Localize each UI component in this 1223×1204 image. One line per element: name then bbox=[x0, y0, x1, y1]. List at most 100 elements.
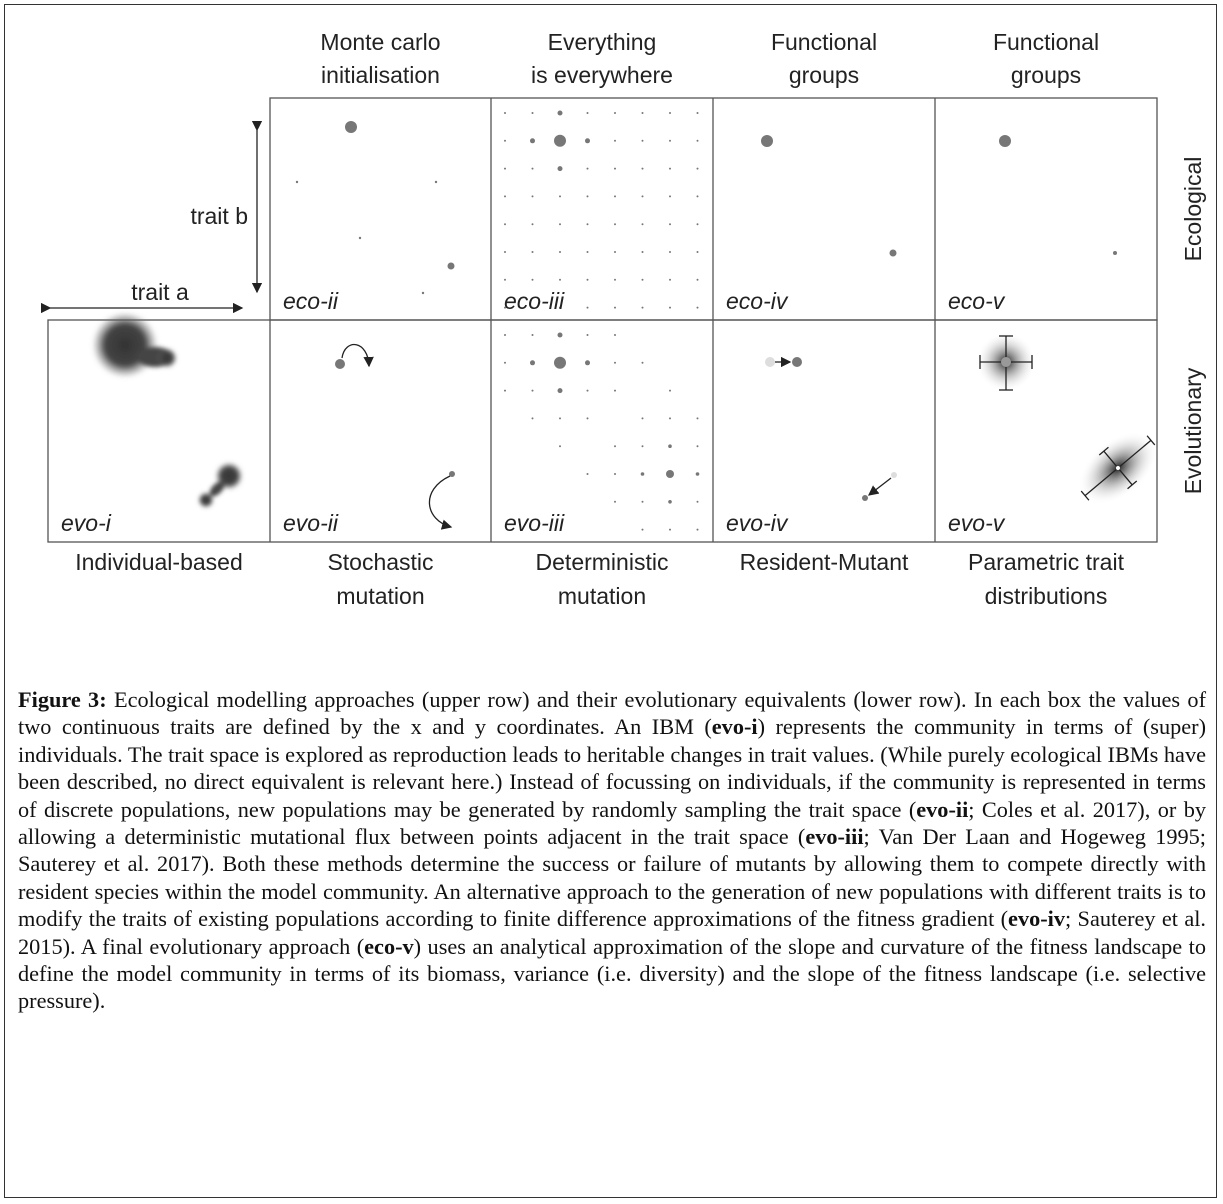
dot bbox=[504, 389, 506, 392]
grid-boxes bbox=[47, 97, 1158, 543]
axis-arrows bbox=[40, 120, 263, 314]
method-label: Parametric trait bbox=[968, 549, 1125, 575]
dot bbox=[668, 500, 672, 504]
dot bbox=[614, 361, 616, 364]
dot bbox=[669, 528, 671, 531]
dot bbox=[696, 500, 699, 503]
dot bbox=[696, 306, 699, 309]
dot bbox=[531, 251, 534, 253]
dot bbox=[504, 139, 506, 142]
caption: Figure 3: Ecological modelling approache… bbox=[18, 686, 1206, 1015]
column-header: Functional bbox=[771, 29, 877, 55]
dot bbox=[696, 445, 699, 448]
dot bbox=[614, 473, 616, 475]
dot bbox=[559, 223, 561, 226]
caption-text: Ecological modelling approaches (upper r… bbox=[18, 687, 1206, 740]
dot bbox=[641, 112, 644, 114]
dot bbox=[614, 334, 616, 336]
dot bbox=[504, 278, 506, 281]
dot bbox=[531, 306, 534, 309]
method-label: Resident-Mutant bbox=[740, 549, 909, 575]
dot bbox=[586, 278, 589, 281]
dot bbox=[530, 360, 535, 366]
cell-label: eco-iii bbox=[504, 288, 565, 314]
dot bbox=[554, 134, 566, 147]
dot bbox=[695, 472, 700, 476]
dot bbox=[504, 112, 506, 114]
dot bbox=[531, 167, 534, 170]
dot bbox=[614, 167, 616, 170]
dot bbox=[614, 278, 616, 281]
dot bbox=[669, 389, 671, 392]
column-header: groups bbox=[1011, 62, 1081, 88]
caption-text: ) uses an analytical approximation of th… bbox=[18, 933, 1206, 1014]
dot bbox=[641, 223, 644, 226]
dot bbox=[614, 445, 616, 448]
dot bbox=[614, 195, 616, 198]
dot bbox=[641, 361, 644, 364]
caption-bold: evo-iii bbox=[805, 824, 864, 850]
dot bbox=[696, 251, 699, 253]
dot bbox=[504, 334, 506, 336]
dot bbox=[586, 389, 589, 392]
dot bbox=[669, 223, 671, 226]
dot bbox=[641, 251, 644, 253]
dot bbox=[585, 360, 590, 366]
dot bbox=[586, 334, 589, 336]
dot bbox=[614, 251, 616, 253]
dot bbox=[614, 389, 616, 392]
dot bbox=[696, 112, 699, 114]
evo-iii-dots bbox=[504, 332, 700, 531]
caption-bold: evo-iv bbox=[1008, 906, 1066, 932]
cell-label: evo-ii bbox=[283, 510, 339, 536]
dot bbox=[586, 251, 589, 253]
dot bbox=[696, 528, 699, 531]
dot bbox=[669, 251, 671, 253]
method-label: distributions bbox=[985, 583, 1108, 609]
method-label: mutation bbox=[558, 583, 646, 609]
cell-label: evo-i bbox=[61, 510, 112, 536]
evo-iv-marks bbox=[765, 356, 897, 501]
dot bbox=[504, 251, 506, 253]
dot bbox=[614, 139, 616, 142]
cell-label: eco-iv bbox=[726, 288, 789, 314]
dot bbox=[586, 167, 589, 170]
dot bbox=[586, 223, 589, 226]
dot bbox=[696, 223, 699, 226]
dot bbox=[668, 444, 672, 449]
dot bbox=[504, 361, 506, 364]
dot bbox=[559, 278, 561, 281]
column-header: Monte carlo bbox=[320, 29, 440, 55]
column-header: initialisation bbox=[321, 62, 440, 88]
dot bbox=[696, 278, 699, 281]
dot bbox=[559, 417, 561, 420]
method-label: Stochastic bbox=[327, 549, 433, 575]
dot bbox=[696, 167, 699, 170]
dot bbox=[531, 278, 534, 281]
dot bbox=[531, 112, 534, 114]
caption-bold: eco-v bbox=[364, 933, 414, 959]
dot bbox=[614, 112, 616, 114]
dot bbox=[669, 112, 671, 114]
dot bbox=[614, 223, 616, 226]
eco-dots bbox=[295, 121, 1117, 295]
caption-bold: evo-i bbox=[711, 714, 758, 740]
dot bbox=[696, 139, 699, 142]
method-label: Individual-based bbox=[75, 549, 243, 575]
cell-label: evo-iv bbox=[726, 510, 789, 536]
dot bbox=[641, 306, 644, 309]
dot bbox=[530, 138, 535, 144]
dot bbox=[557, 388, 563, 394]
dot bbox=[531, 389, 534, 392]
row-label: Evolutionary bbox=[1180, 367, 1206, 494]
dot bbox=[641, 417, 644, 420]
evo-v-marks bbox=[976, 332, 1158, 505]
dot bbox=[531, 334, 534, 336]
caption-bold: Figure 3: bbox=[18, 687, 107, 712]
axis-label: trait a bbox=[131, 279, 189, 305]
dot bbox=[641, 500, 644, 503]
cell-label: evo-iii bbox=[504, 510, 565, 536]
dot bbox=[641, 167, 644, 170]
column-header: Everything bbox=[548, 29, 657, 55]
dot bbox=[614, 500, 616, 503]
